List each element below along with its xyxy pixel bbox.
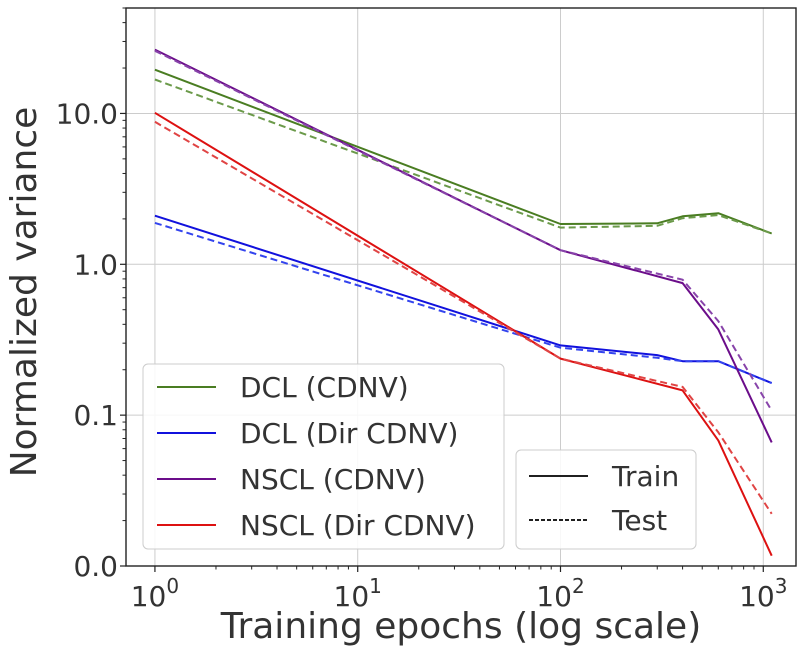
legend-box	[515, 449, 697, 550]
x-tick-label: 103	[739, 574, 787, 613]
series-line-nscl-cdnv-test	[154, 49, 773, 412]
series-line-nscl-dir-cdnv-test	[154, 120, 773, 515]
series-line-dcl-cdnv-train	[154, 68, 773, 235]
legend-label: DCL (Dir CDNV)	[240, 417, 458, 450]
series-lines	[154, 48, 773, 557]
y-tick-label: 0.0	[73, 550, 118, 583]
series-line-nscl-dir-cdnv-train	[154, 111, 773, 557]
legend-label: Test	[611, 504, 667, 537]
series-line-dcl-cdnv-test	[154, 78, 773, 235]
legend-label: NSCL (CDNV)	[240, 463, 426, 496]
x-tick-label: 100	[131, 574, 179, 613]
legend-label: NSCL (Dir CDNV)	[240, 509, 476, 542]
series-line-dcl-dir-cdnv-test	[154, 221, 773, 385]
legend-series: DCL (CDNV) DCL (Dir CDNV) NSCL (CDNV) NSCL …	[142, 363, 505, 550]
y-tick-label: 0.1	[73, 399, 118, 432]
x-tick-label: 102	[536, 574, 584, 613]
plot-frame	[125, 7, 797, 567]
series-line-dcl-dir-cdnv-train	[154, 214, 773, 385]
y-tick-label: 1.0	[73, 248, 118, 281]
tick-labels: 100 101 102 103 0.0 0.1 1.0 10.0	[56, 97, 788, 613]
legend-box	[142, 363, 505, 550]
x-tick-label: 101	[334, 574, 382, 613]
legend-label: Train	[611, 460, 679, 493]
x-axis-label: Training epochs (log scale)	[220, 606, 702, 647]
y-tick-label: 10.0	[56, 97, 118, 130]
legend-style: Train Test	[515, 449, 697, 550]
y-axis-label: Normalized variance	[4, 107, 45, 478]
legend-label: DCL (CDNV)	[240, 371, 409, 404]
